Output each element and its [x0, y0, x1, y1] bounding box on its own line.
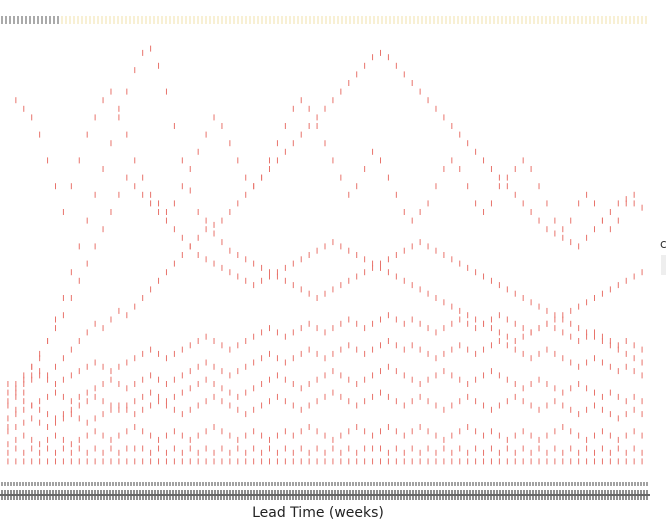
series-0 [7, 458, 643, 465]
edge-scrollbar[interactable] [661, 255, 666, 275]
series-2 [7, 424, 643, 448]
series-1 [7, 445, 643, 456]
series-3 [7, 389, 643, 435]
x-axis-label: Lead Time (weeks) [252, 505, 384, 521]
series-9 [7, 45, 643, 430]
edge-glyph: c [660, 237, 666, 251]
x-axis [0, 482, 650, 500]
top-dotted-row [1, 16, 647, 24]
plot-area [7, 45, 643, 465]
scatter-points [15, 88, 635, 233]
series-7 [7, 226, 643, 396]
series-5 [7, 338, 643, 409]
series-8 [7, 174, 643, 409]
series-4 [7, 363, 643, 422]
